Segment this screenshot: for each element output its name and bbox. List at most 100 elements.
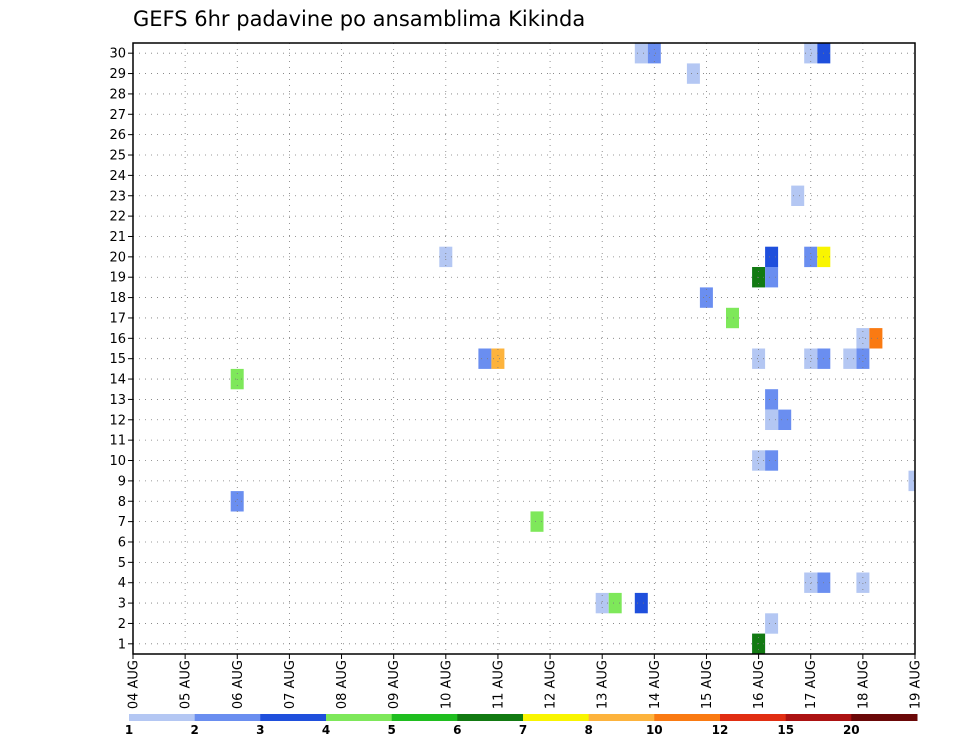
y-tick-label: 13 <box>109 393 126 408</box>
y-tick-label: 14 <box>109 373 126 388</box>
y-tick-label: 17 <box>109 311 126 326</box>
legend-swatch <box>326 714 393 721</box>
precip-cell <box>699 287 713 308</box>
precip-cell <box>804 348 818 369</box>
legend-swatch <box>260 714 327 721</box>
plot-area-frame <box>132 42 916 655</box>
precip-cell <box>634 592 648 614</box>
precip-cell <box>778 409 792 430</box>
y-tick-label: 25 <box>109 149 126 164</box>
y-tick-label: 26 <box>109 128 126 143</box>
y-tick-label: 23 <box>109 189 126 204</box>
y-tick-label: 2 <box>118 617 126 632</box>
x-tick-label: 07 AUG <box>283 660 298 709</box>
legend-swatch <box>851 714 918 721</box>
precip-cell <box>804 572 818 593</box>
precip-cell <box>608 592 622 614</box>
precip-cell <box>765 267 779 288</box>
y-tick-label: 9 <box>118 474 126 489</box>
precip-cell <box>634 43 648 64</box>
y-tick-label: 16 <box>109 332 126 347</box>
x-tick-label: 17 AUG <box>804 660 819 709</box>
legend-label: 1 <box>125 723 133 737</box>
y-axis: 1234567891011121314151617181920212223242… <box>109 47 133 652</box>
y-tick-label: 10 <box>109 454 126 469</box>
y-tick-label: 5 <box>118 556 126 571</box>
precip-cell <box>230 491 244 512</box>
precip-cell <box>843 348 857 369</box>
precip-cell <box>752 450 766 471</box>
legend-label: 4 <box>322 723 330 737</box>
x-tick-label: 14 AUG <box>648 660 663 709</box>
legend-label: 10 <box>646 723 663 737</box>
y-tick-label: 11 <box>109 434 126 449</box>
precip-cell <box>686 63 700 84</box>
y-tick-label: 30 <box>109 47 126 62</box>
y-tick-label: 19 <box>109 271 126 286</box>
precip-cell <box>765 613 779 634</box>
legend-swatch <box>129 714 196 721</box>
legend-swatch <box>720 714 787 721</box>
y-tick-label: 8 <box>118 495 126 510</box>
y-tick-label: 7 <box>118 515 126 530</box>
y-tick-label: 27 <box>109 108 126 123</box>
legend-swatch <box>523 714 590 721</box>
precip-cell <box>856 572 870 593</box>
grid-lines <box>132 43 916 654</box>
precip-cell <box>869 328 883 349</box>
precip-cell <box>908 470 915 492</box>
precip-cell <box>765 409 779 430</box>
precip-cell <box>765 450 779 471</box>
legend-swatch <box>194 714 261 721</box>
precip-cell <box>856 348 870 369</box>
precip-cell <box>530 511 544 532</box>
precip-cell <box>804 43 818 64</box>
legend-label: 3 <box>256 723 264 737</box>
legend-label: 2 <box>191 723 199 737</box>
x-tick-label: 13 AUG <box>596 660 611 709</box>
x-tick-label: 12 AUG <box>544 660 559 709</box>
legend-label: 15 <box>777 723 794 737</box>
x-tick-label: 18 AUG <box>856 660 871 709</box>
y-tick-label: 12 <box>109 413 126 428</box>
y-tick-label: 28 <box>109 87 126 102</box>
legend-swatch <box>457 714 524 721</box>
x-tick-label: 16 AUG <box>752 660 767 709</box>
precip-cell <box>765 389 779 410</box>
legend-label: 5 <box>388 723 396 737</box>
precip-cell <box>491 348 505 369</box>
precip-cell <box>478 348 492 369</box>
y-tick-label: 3 <box>118 597 126 612</box>
legend-label: 20 <box>843 723 860 737</box>
precip-cell <box>765 246 779 268</box>
precip-cell <box>804 246 818 268</box>
y-tick-label: 1 <box>118 637 126 652</box>
x-tick-label: 10 AUG <box>439 660 454 709</box>
y-tick-label: 18 <box>109 291 126 306</box>
chart-title: GEFS 6hr padavine po ansamblima Kikinda <box>133 7 585 31</box>
x-tick-label: 08 AUG <box>335 660 350 709</box>
y-tick-label: 24 <box>109 169 126 184</box>
precip-cell <box>752 348 766 369</box>
x-tick-label: 04 AUG <box>127 660 142 709</box>
y-tick-label: 20 <box>109 250 126 265</box>
x-axis: 04 AUG 05 AUG 06 AUG 07 AUG 08 AUG 09 AUG 10 A… <box>127 654 924 709</box>
legend-swatch <box>785 714 852 721</box>
y-tick-label: 29 <box>109 67 126 82</box>
legend-swatch <box>391 714 458 721</box>
y-tick-label: 4 <box>118 576 126 591</box>
precip-cell <box>595 592 609 614</box>
legend-label: 6 <box>453 723 461 737</box>
legend-swatch <box>654 714 721 721</box>
precipitation-cells <box>230 43 915 654</box>
x-tick-label: 11 AUG <box>491 660 506 709</box>
precip-cell <box>647 43 661 64</box>
precip-cell <box>726 307 739 329</box>
legend-label: 8 <box>585 723 593 737</box>
y-tick-label: 21 <box>109 230 126 245</box>
x-tick-label: 05 AUG <box>179 660 194 709</box>
legend-label: 7 <box>519 723 527 737</box>
legend-label: 12 <box>712 723 729 737</box>
y-tick-label: 22 <box>109 210 126 225</box>
